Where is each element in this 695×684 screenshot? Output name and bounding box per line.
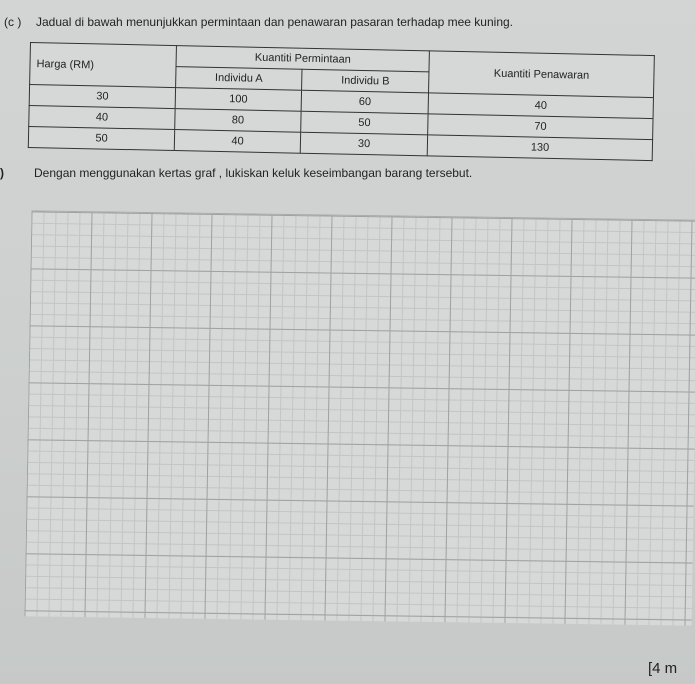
sub-question: ) Dengan menggunakan kertas graf , lukisk… (0, 166, 472, 180)
question-label: (c ) (4, 15, 22, 29)
cell-a: 40 (174, 129, 301, 154)
cell-a: 100 (175, 87, 302, 112)
header-individual-a: Individu A (175, 66, 302, 91)
cell-supply: 130 (427, 134, 653, 161)
cell-b: 50 (300, 111, 429, 135)
marks-label: [4 m (648, 660, 678, 677)
header-price: Harga (RM) (29, 42, 177, 88)
header-individual-b: Individu B (301, 69, 430, 93)
cell-price: 50 (28, 126, 175, 151)
cell-a: 80 (174, 108, 302, 133)
question-intro: Jadual di bawah menunjukkan permintaan d… (36, 15, 513, 29)
cell-price: 30 (29, 84, 176, 109)
header-supply: Kuantiti Penawaran (428, 50, 655, 98)
graph-paper (24, 210, 695, 626)
sub-question-text: Dengan menggunakan kertas graf , lukiska… (34, 166, 473, 180)
demand-supply-table: Harga (RM) Kuantiti Permintaan Kuantiti … (27, 42, 655, 162)
sub-question-label: ) (0, 166, 4, 180)
cell-b: 30 (300, 132, 428, 156)
cell-b: 60 (301, 90, 429, 114)
cell-price: 40 (28, 105, 176, 130)
